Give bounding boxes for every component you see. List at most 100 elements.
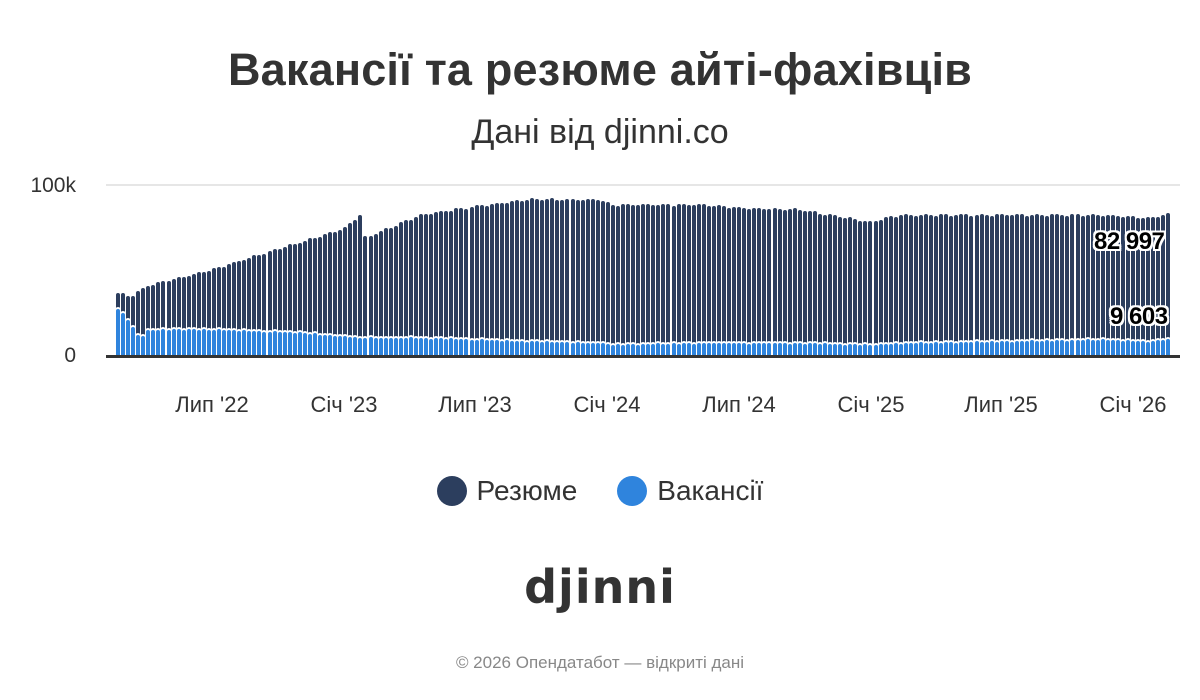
resume-bar[interactable]	[252, 255, 257, 355]
resume-bar[interactable]	[1085, 215, 1090, 355]
vacancy-bar[interactable]	[459, 339, 464, 355]
vacancy-bar[interactable]	[1040, 340, 1045, 355]
resume-bar[interactable]	[767, 209, 772, 355]
resume-bar[interactable]	[676, 204, 681, 355]
resume-bar[interactable]	[237, 261, 242, 355]
vacancy-bar[interactable]	[903, 342, 908, 355]
vacancy-bar[interactable]	[267, 331, 272, 355]
resume-bar[interactable]	[136, 290, 141, 355]
resume-bar[interactable]	[560, 200, 565, 355]
resume-bar[interactable]	[1156, 217, 1161, 355]
resume-bar[interactable]	[1075, 214, 1080, 355]
vacancy-bar[interactable]	[984, 341, 989, 355]
vacancy-bar[interactable]	[408, 337, 413, 355]
vacancy-bar[interactable]	[191, 329, 196, 355]
resume-bar[interactable]	[863, 220, 868, 355]
resume-bar[interactable]	[615, 205, 620, 355]
resume-bar[interactable]	[343, 226, 348, 355]
resume-bar[interactable]	[1035, 213, 1040, 355]
resume-bar[interactable]	[439, 210, 444, 355]
resume-bar[interactable]	[277, 249, 282, 355]
vacancy-bar[interactable]	[908, 342, 913, 355]
resume-bar[interactable]	[358, 215, 363, 355]
resume-bar[interactable]	[949, 215, 954, 355]
vacancy-bar[interactable]	[1156, 339, 1161, 355]
vacancy-bar[interactable]	[514, 341, 519, 355]
vacancy-bar[interactable]	[509, 340, 514, 355]
resume-bar[interactable]	[838, 217, 843, 355]
vacancy-bar[interactable]	[1115, 340, 1120, 355]
resume-bar[interactable]	[232, 261, 237, 355]
resume-bar[interactable]	[954, 215, 959, 355]
resume-bar[interactable]	[1126, 216, 1130, 355]
resume-bar[interactable]	[929, 215, 934, 355]
resume-bar[interactable]	[257, 255, 262, 355]
vacancy-bar[interactable]	[222, 330, 227, 355]
resume-bar[interactable]	[1070, 214, 1075, 355]
resume-bar[interactable]	[227, 264, 232, 355]
resume-bar[interactable]	[636, 205, 641, 355]
resume-bar[interactable]	[479, 205, 484, 355]
vacancy-bar[interactable]	[312, 333, 317, 355]
vacancy-bar[interactable]	[1131, 340, 1136, 355]
resume-bar[interactable]	[196, 271, 201, 355]
vacancy-bar[interactable]	[747, 343, 752, 355]
resume-bar[interactable]	[893, 216, 898, 355]
vacancy-bar[interactable]	[252, 331, 257, 355]
vacancy-bar[interactable]	[1065, 340, 1070, 355]
vacancy-bar[interactable]	[580, 343, 585, 355]
resume-bar[interactable]	[419, 213, 423, 355]
vacancy-bar[interactable]	[817, 343, 822, 355]
resume-bar[interactable]	[570, 198, 575, 355]
vacancy-bar[interactable]	[363, 338, 368, 355]
resume-bar[interactable]	[595, 200, 600, 355]
vacancy-bar[interactable]	[237, 330, 242, 355]
vacancy-bar[interactable]	[257, 330, 262, 355]
vacancy-bar[interactable]	[823, 343, 827, 355]
vacancy-bar[interactable]	[323, 334, 328, 355]
vacancy-bar[interactable]	[646, 343, 651, 355]
vacancy-bar[interactable]	[333, 336, 338, 355]
resume-bar[interactable]	[666, 204, 671, 355]
resume-bar[interactable]	[429, 214, 434, 355]
resume-bar[interactable]	[201, 272, 206, 355]
resume-bar[interactable]	[1004, 215, 1009, 355]
resume-bar[interactable]	[323, 233, 328, 355]
resume-bar[interactable]	[656, 204, 661, 355]
resume-bar[interactable]	[176, 276, 181, 355]
vacancy-bar[interactable]	[211, 329, 216, 355]
vacancy-bar[interactable]	[489, 339, 494, 355]
resume-bar[interactable]	[535, 199, 540, 355]
vacancy-bar[interactable]	[227, 329, 232, 355]
vacancy-bar[interactable]	[196, 329, 201, 355]
vacancy-bar[interactable]	[787, 343, 792, 355]
vacancy-bar[interactable]	[343, 336, 348, 355]
resume-bar[interactable]	[732, 207, 737, 355]
resume-bar[interactable]	[575, 200, 580, 355]
resume-bar[interactable]	[1120, 217, 1125, 355]
vacancy-bar[interactable]	[575, 342, 580, 355]
resume-bar[interactable]	[737, 206, 742, 355]
resume-bar[interactable]	[484, 205, 489, 355]
vacancy-bar[interactable]	[696, 342, 701, 355]
resume-bar[interactable]	[878, 220, 883, 355]
vacancy-bar[interactable]	[141, 335, 146, 355]
vacancy-bar[interactable]	[853, 344, 858, 355]
vacancy-bar[interactable]	[388, 338, 393, 355]
vacancy-bar[interactable]	[686, 342, 691, 355]
resume-bar[interactable]	[1151, 217, 1156, 355]
vacancy-bar[interactable]	[166, 329, 171, 355]
vacancy-bar[interactable]	[722, 343, 726, 355]
vacancy-bar[interactable]	[1100, 339, 1105, 355]
resume-bar[interactable]	[626, 203, 631, 355]
resume-bar[interactable]	[969, 215, 974, 355]
vacancy-bar[interactable]	[1050, 340, 1055, 355]
vacancy-bar[interactable]	[711, 342, 716, 355]
resume-bar[interactable]	[934, 215, 939, 355]
vacancy-bar[interactable]	[535, 341, 540, 355]
resume-bar[interactable]	[141, 287, 146, 355]
vacancy-bar[interactable]	[772, 343, 777, 355]
vacancy-bar[interactable]	[373, 338, 378, 355]
vacancy-bar[interactable]	[833, 343, 838, 355]
resume-bar[interactable]	[797, 209, 802, 355]
